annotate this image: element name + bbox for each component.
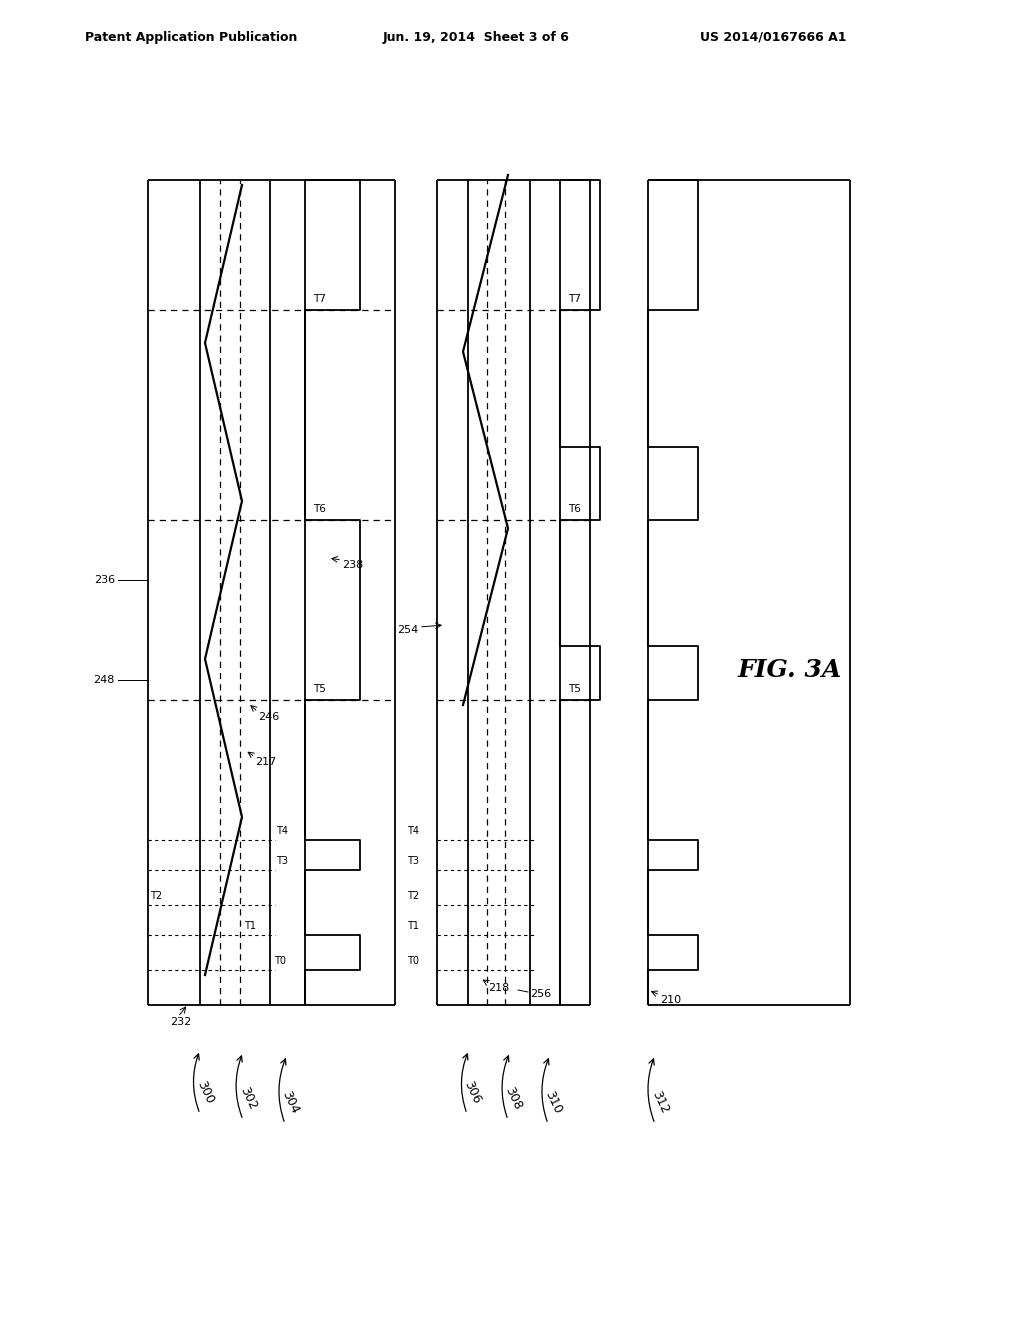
Text: 210: 210 bbox=[660, 995, 681, 1005]
Text: T2: T2 bbox=[407, 891, 419, 902]
Text: 302: 302 bbox=[238, 1085, 259, 1111]
Text: T7: T7 bbox=[313, 294, 326, 304]
Text: 308: 308 bbox=[502, 1085, 524, 1111]
Text: T3: T3 bbox=[407, 855, 419, 866]
Text: 217: 217 bbox=[255, 756, 276, 767]
Text: T5: T5 bbox=[568, 684, 581, 694]
Text: 218: 218 bbox=[488, 983, 509, 993]
Text: T3: T3 bbox=[276, 855, 288, 866]
Text: 248: 248 bbox=[93, 675, 115, 685]
Text: 254: 254 bbox=[396, 624, 418, 635]
Text: T6: T6 bbox=[568, 504, 581, 513]
Text: Patent Application Publication: Patent Application Publication bbox=[85, 30, 297, 44]
Text: 256: 256 bbox=[530, 989, 551, 999]
Text: 310: 310 bbox=[542, 1089, 564, 1115]
Text: T2: T2 bbox=[150, 891, 162, 902]
Text: T7: T7 bbox=[568, 294, 581, 304]
Text: 238: 238 bbox=[342, 560, 364, 570]
Text: 300: 300 bbox=[195, 1078, 216, 1106]
Text: T4: T4 bbox=[407, 826, 419, 836]
Text: T0: T0 bbox=[274, 956, 286, 966]
Text: 306: 306 bbox=[461, 1078, 483, 1106]
Text: 232: 232 bbox=[170, 1016, 191, 1027]
Text: T0: T0 bbox=[407, 956, 419, 966]
Text: 246: 246 bbox=[258, 711, 280, 722]
Text: T1: T1 bbox=[407, 921, 419, 931]
Text: US 2014/0167666 A1: US 2014/0167666 A1 bbox=[700, 30, 847, 44]
Text: 236: 236 bbox=[94, 576, 115, 585]
Text: Jun. 19, 2014  Sheet 3 of 6: Jun. 19, 2014 Sheet 3 of 6 bbox=[383, 30, 570, 44]
Text: 312: 312 bbox=[649, 1089, 671, 1115]
Text: T1: T1 bbox=[244, 921, 256, 931]
Text: T5: T5 bbox=[313, 684, 326, 694]
Text: 304: 304 bbox=[280, 1089, 301, 1115]
Text: T4: T4 bbox=[276, 826, 288, 836]
Text: FIG. 3A: FIG. 3A bbox=[738, 657, 842, 682]
Text: T6: T6 bbox=[313, 504, 326, 513]
